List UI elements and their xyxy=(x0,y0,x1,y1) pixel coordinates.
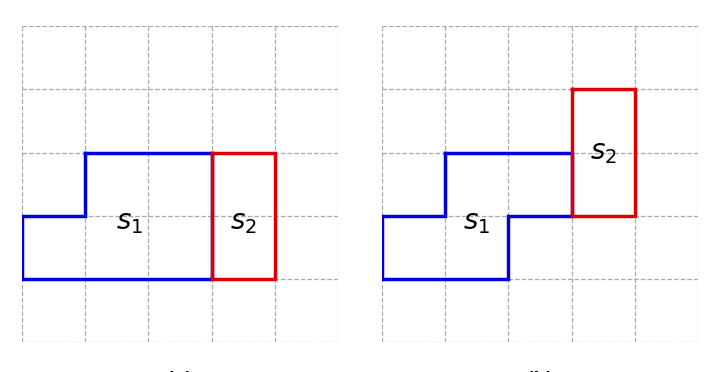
Text: $\mathit{s}_2$: $\mathit{s}_2$ xyxy=(230,209,256,235)
Text: (a): (a) xyxy=(167,371,193,372)
Text: $\mathit{s}_1$: $\mathit{s}_1$ xyxy=(463,209,490,235)
Text: $\mathit{s}_2$: $\mathit{s}_2$ xyxy=(590,139,616,166)
Text: $\mathit{s}_1$: $\mathit{s}_1$ xyxy=(116,209,143,235)
Text: (b): (b) xyxy=(526,371,554,372)
